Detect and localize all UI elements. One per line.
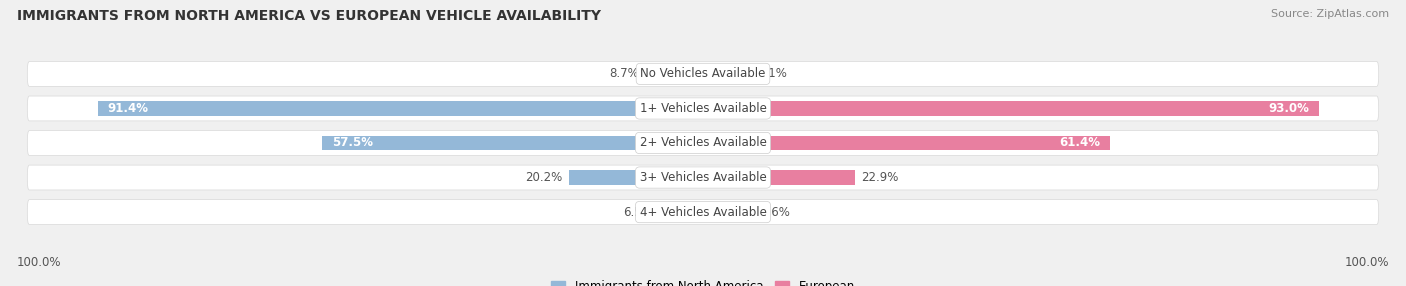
Text: 3+ Vehicles Available: 3+ Vehicles Available [640,171,766,184]
Text: 91.4%: 91.4% [107,102,149,115]
Bar [322,136,703,150]
FancyBboxPatch shape [27,61,1379,86]
Text: 100.0%: 100.0% [17,256,62,269]
Text: IMMIGRANTS FROM NORTH AMERICA VS EUROPEAN VEHICLE AVAILABILITY: IMMIGRANTS FROM NORTH AMERICA VS EUROPEA… [17,9,600,23]
Text: 2+ Vehicles Available: 2+ Vehicles Available [640,136,766,150]
Bar [703,101,1319,116]
Bar [97,101,703,116]
FancyBboxPatch shape [27,96,1379,121]
Text: 100.0%: 100.0% [1344,256,1389,269]
Text: No Vehicles Available: No Vehicles Available [640,67,766,80]
Text: 93.0%: 93.0% [1268,102,1309,115]
Legend: Immigrants from North America, European: Immigrants from North America, European [547,276,859,286]
Text: 20.2%: 20.2% [526,171,562,184]
Text: 6.5%: 6.5% [624,206,654,219]
Text: 7.6%: 7.6% [761,206,790,219]
Bar [703,170,855,185]
Text: 8.7%: 8.7% [609,67,638,80]
Text: 22.9%: 22.9% [862,171,898,184]
Text: 7.1%: 7.1% [756,67,786,80]
Text: 61.4%: 61.4% [1059,136,1099,150]
FancyBboxPatch shape [27,165,1379,190]
Text: 1+ Vehicles Available: 1+ Vehicles Available [640,102,766,115]
Bar [569,170,703,185]
Bar [703,136,1109,150]
Text: 57.5%: 57.5% [332,136,373,150]
Bar [659,205,703,219]
Bar [703,67,749,81]
FancyBboxPatch shape [27,131,1379,155]
Bar [645,67,703,81]
Bar [703,205,754,219]
Text: Source: ZipAtlas.com: Source: ZipAtlas.com [1271,9,1389,19]
FancyBboxPatch shape [27,200,1379,225]
Text: 4+ Vehicles Available: 4+ Vehicles Available [640,206,766,219]
